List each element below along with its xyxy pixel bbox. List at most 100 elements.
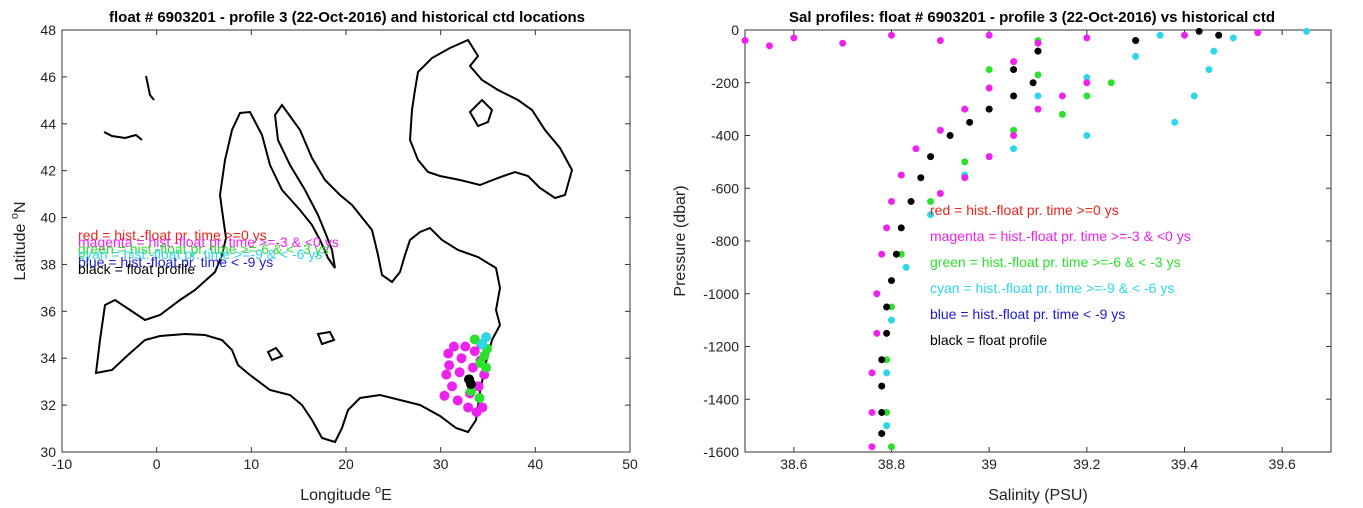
- data-point: [878, 408, 886, 416]
- data-point: [888, 197, 895, 205]
- data-point: [888, 316, 895, 324]
- data-point: [1210, 47, 1218, 55]
- map-x-ticks: -10 0 10 20 30 40 50: [52, 30, 638, 472]
- data-point: [1034, 71, 1042, 79]
- data-point: [1156, 31, 1164, 39]
- data-point: [892, 250, 900, 258]
- data-point: [1034, 39, 1042, 47]
- data-point: [1083, 34, 1091, 42]
- data-point: [1303, 27, 1311, 35]
- profile-legend-red: red = hist.-float pr. time >=0 ys: [930, 202, 1119, 218]
- data-point: [878, 356, 886, 364]
- data-point: [1083, 92, 1091, 100]
- data-point: [985, 84, 993, 92]
- x-tick-label: 20: [338, 456, 354, 472]
- data-point: [868, 369, 876, 377]
- data-point: [897, 224, 905, 232]
- data-point: [1034, 92, 1042, 100]
- profile-x-ticks: 38.6 38.8 39 39.2 39.4 39.6: [780, 30, 1296, 472]
- y-tick-label: 42: [40, 163, 56, 179]
- y-tick-label: 44: [40, 116, 56, 132]
- data-point: [1195, 27, 1203, 35]
- y-tick-label: -800: [711, 233, 739, 249]
- data-point: [1083, 73, 1091, 81]
- data-point: [469, 346, 480, 357]
- data-point: [469, 334, 480, 345]
- map-legend: red = hist.-float pr. time >=0 ys magent…: [78, 227, 339, 277]
- data-point: [927, 197, 935, 205]
- data-point: [481, 362, 492, 373]
- map-legend-blue: blue = hist.-float pr. time < -9 ys: [78, 254, 273, 270]
- data-point: [1215, 31, 1223, 39]
- data-point: [897, 250, 905, 258]
- data-point: [444, 360, 455, 371]
- data-point: [839, 39, 847, 47]
- data-point: [936, 126, 944, 134]
- y-tick-label: -1000: [703, 286, 739, 302]
- data-point: [441, 369, 452, 380]
- data-point: [946, 132, 954, 139]
- y-tick-label: 34: [40, 350, 56, 366]
- profile-x-label: Salinity (PSU): [988, 487, 1088, 504]
- data-point: [888, 303, 895, 311]
- map-y-label-end: N: [12, 201, 29, 213]
- x-tick-label: 50: [622, 456, 638, 472]
- data-point: [454, 367, 465, 378]
- data-point: [868, 443, 876, 451]
- profile-legend-magenta: magenta = hist.-float pr. time >=-3 & <0…: [930, 228, 1191, 244]
- map-x-label-main: Longitude: [300, 487, 375, 504]
- data-point: [883, 356, 891, 364]
- data-point: [985, 105, 993, 113]
- data-point: [1132, 52, 1140, 60]
- data-point: [473, 381, 484, 392]
- map-y-label: Latitude oN: [9, 201, 29, 280]
- data-point: [1107, 79, 1115, 87]
- data-point: [1083, 79, 1091, 87]
- data-point: [927, 211, 935, 219]
- profile-title: Sal profiles: float # 6903201 - profile …: [789, 9, 1275, 26]
- map-panel: float # 6903201 - profile 3 (22-Oct-2016…: [9, 9, 638, 504]
- data-point: [1229, 34, 1237, 42]
- data-point: [985, 31, 993, 39]
- data-point: [460, 341, 471, 352]
- profile-legend-black: black = float profile: [930, 332, 1047, 348]
- data-point: [477, 339, 488, 350]
- profile-points: [741, 27, 1311, 451]
- profile-legend-cyan: cyan = hist.-float pr. time >=-9 & < -6 …: [930, 280, 1174, 296]
- data-point: [465, 379, 476, 390]
- data-point: [1181, 31, 1188, 39]
- data-point: [465, 386, 476, 397]
- y-tick-label: -1200: [703, 339, 739, 355]
- data-point: [1132, 37, 1140, 45]
- y-tick-label: 32: [40, 397, 56, 413]
- map-title: float # 6903201 - profile 3 (22-Oct-2016…: [109, 9, 585, 26]
- map-y-label-sup: o: [9, 213, 21, 219]
- x-tick-label: 10: [244, 456, 260, 472]
- data-point: [936, 190, 944, 198]
- data-point: [868, 408, 876, 416]
- data-point: [961, 174, 969, 182]
- data-point: [1171, 118, 1179, 126]
- data-point: [917, 174, 925, 182]
- y-tick-label: -600: [711, 180, 739, 196]
- map-points: [439, 332, 493, 418]
- data-point: [878, 430, 886, 438]
- map-legend-magenta: magenta = hist.-float pr. time >=-3 & <0…: [78, 234, 339, 250]
- x-tick-label: 39.6: [1269, 456, 1296, 472]
- profile-panel: Sal profiles: float # 6903201 - profile …: [672, 9, 1332, 504]
- y-tick-label: -400: [711, 128, 739, 144]
- data-point: [1010, 66, 1018, 74]
- map-legend-red: red = hist.-float pr. time >=0 ys: [78, 227, 267, 243]
- y-tick-label: 48: [40, 22, 56, 38]
- data-point: [888, 443, 895, 451]
- x-tick-label: -10: [52, 456, 72, 472]
- data-point: [961, 105, 969, 113]
- y-tick-label: 38: [40, 256, 56, 272]
- x-tick-label: 40: [528, 456, 544, 472]
- data-point: [1010, 126, 1018, 134]
- data-point: [912, 145, 920, 153]
- y-tick-label: 40: [40, 210, 56, 226]
- data-point: [927, 153, 935, 161]
- data-point: [1058, 92, 1066, 100]
